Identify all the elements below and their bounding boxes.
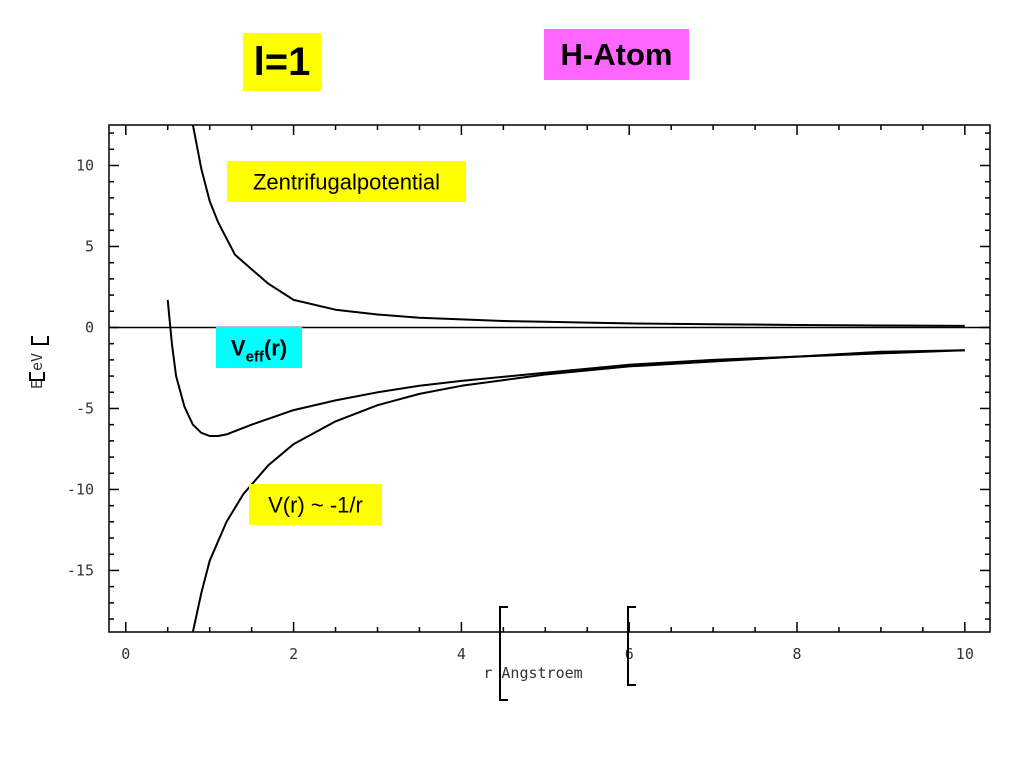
y-tick-label: 10 (76, 156, 94, 174)
series-line-1 (191, 124, 965, 327)
annotation-label-zentrifugal: Zentrifugalpotential (253, 170, 440, 195)
x-tick-label: 4 (457, 645, 466, 663)
series-line-2 (191, 349, 965, 633)
title-badge: H-Atom (544, 29, 689, 80)
x-tick-label: 2 (289, 645, 298, 663)
tick-labels: 0 2 4 6 8 10 10 5 0 -5 -10 -15 (67, 156, 974, 663)
l-value-text: l=1 (253, 40, 311, 84)
x-tick-label: 0 (121, 645, 130, 663)
annotation-box-veff (216, 327, 302, 368)
annotation-label-veff: Veff(r) (231, 336, 287, 366)
y-tick-label: 0 (85, 318, 94, 336)
y-tick-label: -10 (67, 480, 94, 498)
axis-ticks (109, 125, 990, 632)
annotations: Zentrifugalpotential Veff(r) V(r) ~ -1/r (216, 161, 466, 525)
annotation-box-zentrifugal (227, 161, 466, 202)
y-tick-label: 5 (85, 237, 94, 255)
axis-titles: r Angstroem E eV (28, 336, 636, 701)
y-tick-label: -5 (76, 399, 94, 417)
series-line-3 (166, 299, 965, 437)
series-lines (166, 124, 965, 633)
x-axis-title: r Angstroem (483, 664, 582, 682)
l-value-badge: l=1 (243, 33, 321, 91)
annotation-label-coulomb: V(r) ~ -1/r (268, 493, 363, 518)
y-unit-bracket-right (31, 336, 49, 345)
x-tick-label: 6 (625, 645, 634, 663)
x-tick-label: 8 (793, 645, 802, 663)
y-tick-label: -15 (67, 561, 94, 579)
x-tick-label: 10 (956, 645, 974, 663)
y-unit-bracket-left (29, 372, 45, 381)
x-unit-bracket-left (499, 606, 508, 701)
annotation-box-coulomb (249, 484, 382, 525)
x-unit-bracket-right (627, 606, 636, 686)
title-text: H-Atom (560, 37, 673, 72)
plot-border (108, 124, 991, 633)
y-axis-title: E eV (28, 353, 46, 389)
